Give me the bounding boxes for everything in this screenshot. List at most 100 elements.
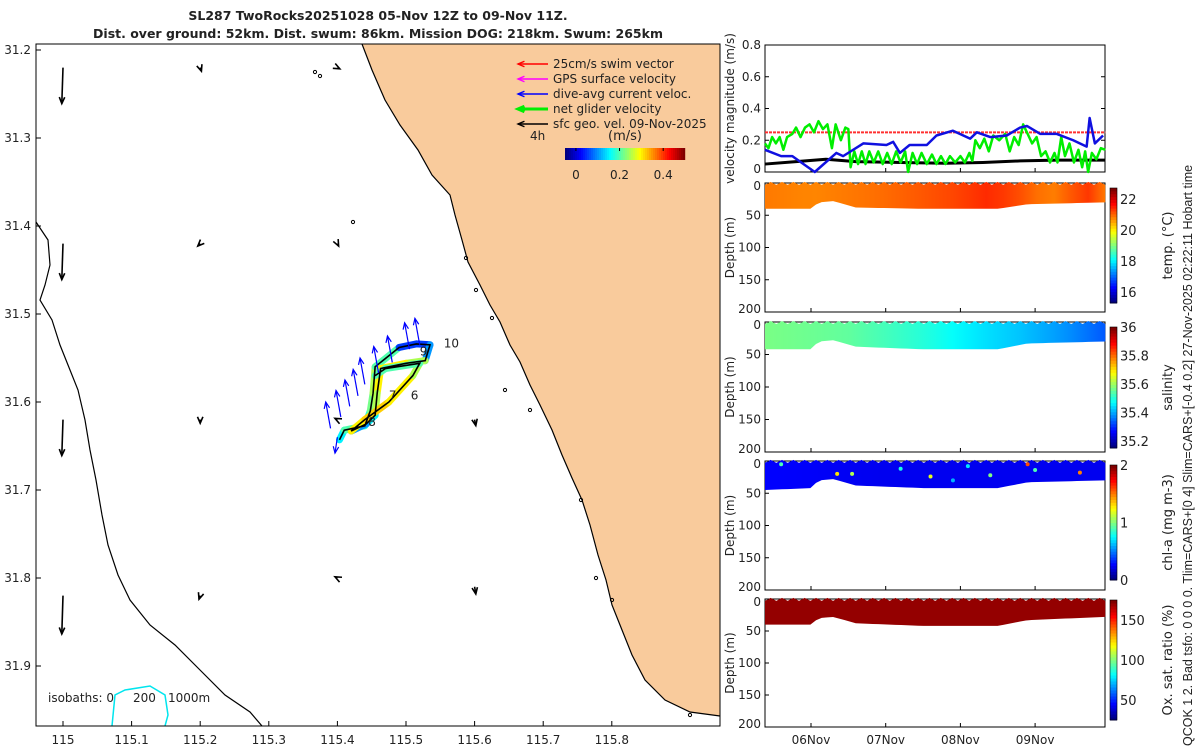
legend-item: sfc geo. vel. 09-Nov-2025 — [553, 117, 707, 131]
colorbar-cell — [1110, 663, 1117, 667]
colorbar-cell — [1110, 357, 1117, 361]
colorbar-cell — [1110, 618, 1117, 622]
colorbar-label: salinity — [1161, 364, 1176, 411]
section-ytick-label: 0 — [753, 457, 761, 471]
colorbar-cell — [1110, 408, 1117, 413]
colorbar-cell — [609, 148, 612, 160]
colorbar-frame — [1109, 599, 1118, 721]
colorbar-cell — [677, 148, 680, 160]
colorbar-cell — [1110, 508, 1117, 512]
colorbar-cell — [641, 148, 644, 160]
colorbar-cell — [1110, 282, 1117, 287]
colorbar-cell — [1110, 666, 1117, 670]
colorbar-cell — [1110, 534, 1117, 538]
dive-avg-current-arrow-head — [385, 334, 392, 343]
colorbar-cell — [1110, 684, 1117, 688]
colorbar-tick-label: 0.2 — [610, 168, 629, 182]
section-ytick-label: 100 — [738, 380, 761, 394]
section-ytick-label: 50 — [746, 208, 761, 222]
colorbar-tick-label: 2 — [1120, 459, 1128, 474]
dive-avg-current-arrow — [404, 322, 411, 350]
chl-hotspot-mark — [965, 464, 970, 469]
lon-tick-label: 115.8 — [595, 733, 629, 747]
colorbar-cell — [587, 148, 590, 160]
colorbar-cell — [1110, 202, 1117, 206]
legend-item: dive-avg current veloc. — [553, 87, 691, 101]
colorbar-cell — [605, 148, 608, 160]
colorbar-cell — [1110, 542, 1117, 546]
colorbar-cell — [1110, 571, 1117, 575]
side-note: QCOK 1 2. Bad tsfo: 0 0 0 0. Tlim=CARS+[… — [1181, 165, 1195, 746]
colorbar-cell — [1110, 621, 1117, 625]
velocity-series-net-glider-velocity — [763, 119, 1106, 174]
colorbar-cell — [1110, 300, 1117, 304]
colorbar-cell — [1110, 574, 1117, 578]
colorbar-cell — [589, 148, 592, 160]
dive-avg-current-arrow — [373, 346, 380, 374]
colorbar-cell — [1110, 660, 1117, 664]
colorbar-cell — [1110, 557, 1117, 561]
colorbar-cell — [1110, 438, 1117, 443]
colorbar-cell — [1110, 199, 1117, 203]
colorbar-cell — [567, 148, 570, 160]
legend-interval: 4h — [530, 129, 545, 143]
velocity-panel: 0 0.2 0.4 0.6 0.8 velocity magnitude (m/s) — [723, 33, 1106, 184]
colorbar-tick-label: 18 — [1120, 255, 1137, 270]
colorbar-tick-label: 150 — [1120, 614, 1145, 629]
colorbar-cell — [1110, 699, 1117, 703]
colorbar-cell — [1110, 393, 1117, 398]
isobath-200m-line — [111, 685, 169, 726]
colorbar-cell — [1110, 551, 1117, 555]
sfc-geo-velocity-arrow-head — [58, 272, 66, 282]
waypoint-label: 6 — [411, 388, 419, 402]
colorbar-cell — [569, 148, 572, 160]
waypoint-label: 7 — [389, 388, 397, 402]
colorbar-cell — [647, 148, 650, 160]
dive-avg-current-arrow-head — [323, 400, 331, 409]
colorbar-cell — [627, 148, 630, 160]
colorbar-cell — [1110, 242, 1117, 246]
sfc-geo-velocity-arrow-head — [196, 416, 204, 426]
colorbar-cell — [1110, 702, 1117, 706]
section-ytick-label: 100 — [738, 241, 761, 255]
colorbar-cell — [665, 148, 668, 160]
lat-tick-label: 31.5 — [4, 307, 31, 321]
isobath-label-200: 200 — [133, 691, 156, 705]
colorbar-cell — [1110, 188, 1117, 192]
lat-tick-label: 31.7 — [4, 483, 31, 497]
colorbar-cell — [1110, 651, 1117, 655]
colorbar-cell — [613, 148, 616, 160]
colorbar-cell — [601, 148, 604, 160]
colorbar-cell — [1110, 327, 1117, 331]
velocity-ytick-label: 0.6 — [742, 70, 761, 84]
colorbar-cell — [1110, 485, 1117, 489]
colorbar-cell — [1110, 231, 1117, 235]
section-data-temperature — [764, 181, 1106, 209]
chl-hotspot-mark — [779, 462, 784, 467]
lon-tick-label: 115.5 — [389, 733, 423, 747]
coastline — [361, 44, 720, 717]
islet — [502, 387, 508, 393]
section-ytick-label: 100 — [738, 519, 761, 533]
sfc-geo-velocity-arrow-head — [332, 62, 342, 70]
section-ytick-label: 50 — [746, 348, 761, 362]
colorbar-cell — [1110, 565, 1117, 569]
colorbar-cell — [1110, 399, 1117, 404]
map-panel: isobaths: 0 200 1000m 678 9 10 25cm/s swim vec… — [4, 43, 721, 747]
section-ylabel: Depth (m) — [723, 356, 737, 417]
colorbar-cell — [637, 148, 640, 160]
colorbar-cell — [669, 148, 672, 160]
colorbar-cell — [1110, 545, 1117, 549]
lat-tick-label: 31.9 — [4, 659, 31, 673]
colorbar-cell — [1110, 519, 1117, 523]
sfc-geo-velocity-arrow-head — [196, 64, 203, 74]
colorbar-cell — [611, 148, 614, 160]
colorbar-cell — [1110, 435, 1117, 440]
section-salinity: 0 50 100 150 200 Depth (m) 35.2 35.4 35.6 35.8 36 s… — [723, 318, 1176, 456]
dive-avg-current-arrow — [386, 335, 393, 363]
section-chlorophyll: 0 50 100 150 200 Depth (m) 0 1 2 chl-a (mg m-3) — [723, 457, 1176, 594]
islet — [463, 255, 469, 261]
colorbar-cell — [1110, 672, 1117, 676]
chl-hotspot-mark — [950, 478, 955, 483]
colorbar-cell — [635, 148, 638, 160]
